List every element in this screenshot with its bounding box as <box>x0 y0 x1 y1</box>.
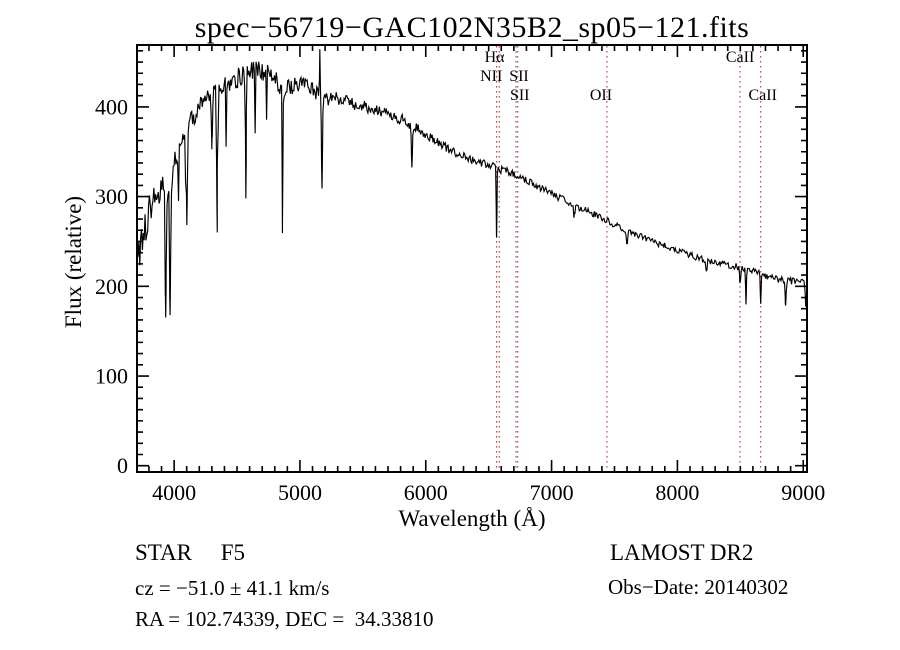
y-tick-label: 0 <box>117 453 128 478</box>
spectrum-trace <box>137 49 807 318</box>
x-tick-label: 7000 <box>530 480 574 505</box>
y-tick-label: 100 <box>95 364 128 389</box>
reference-lines <box>496 46 762 471</box>
spectral-line-label: SII <box>510 87 530 104</box>
x-tick-label: 6000 <box>404 480 448 505</box>
spectrum-line <box>137 49 807 318</box>
object-class-text: STAR F5 <box>135 540 245 565</box>
obs-date-text: Obs−Date: 20140302 <box>608 575 789 599</box>
x-tick-label: 8000 <box>655 480 699 505</box>
axis-ticks <box>137 45 807 472</box>
spectral-line-label: CaII <box>726 49 754 66</box>
x-tick-label: 4000 <box>152 480 196 505</box>
plot-title: spec−56719−GAC102N35B2_sp05−121.fits <box>194 11 750 44</box>
y-tick-label: 200 <box>95 274 128 299</box>
spectral-line-label: SII <box>509 68 529 85</box>
x-tick-labels: 4000 5000 6000 7000 8000 9000 <box>152 480 825 505</box>
spectral-line-label: Hα <box>485 49 506 66</box>
y-tick-label: 400 <box>95 94 128 119</box>
y-tick-label: 300 <box>95 184 128 209</box>
spectral-line-label: NII <box>480 68 502 85</box>
x-axis-label: Wavelength (Å) <box>398 506 546 531</box>
spectral-line-label: CaII <box>748 87 776 104</box>
plot-frame <box>136 44 808 473</box>
coordinates-text: RA = 102.74339, DEC = 34.33810 <box>135 607 434 631</box>
y-axis-label: Flux (relative) <box>61 195 86 329</box>
spectral-line-labels: Hα NII SII SII OII CaII CaII <box>480 49 777 104</box>
survey-release-text: LAMOST DR2 <box>610 540 754 565</box>
y-tick-labels: 0 100 200 300 400 <box>95 94 128 478</box>
x-tick-label: 5000 <box>278 480 322 505</box>
radial-velocity-text: cz = −51.0 ± 41.1 km/s <box>135 576 330 600</box>
spectral-line-label: OII <box>590 87 612 104</box>
x-tick-label: 9000 <box>781 480 825 505</box>
